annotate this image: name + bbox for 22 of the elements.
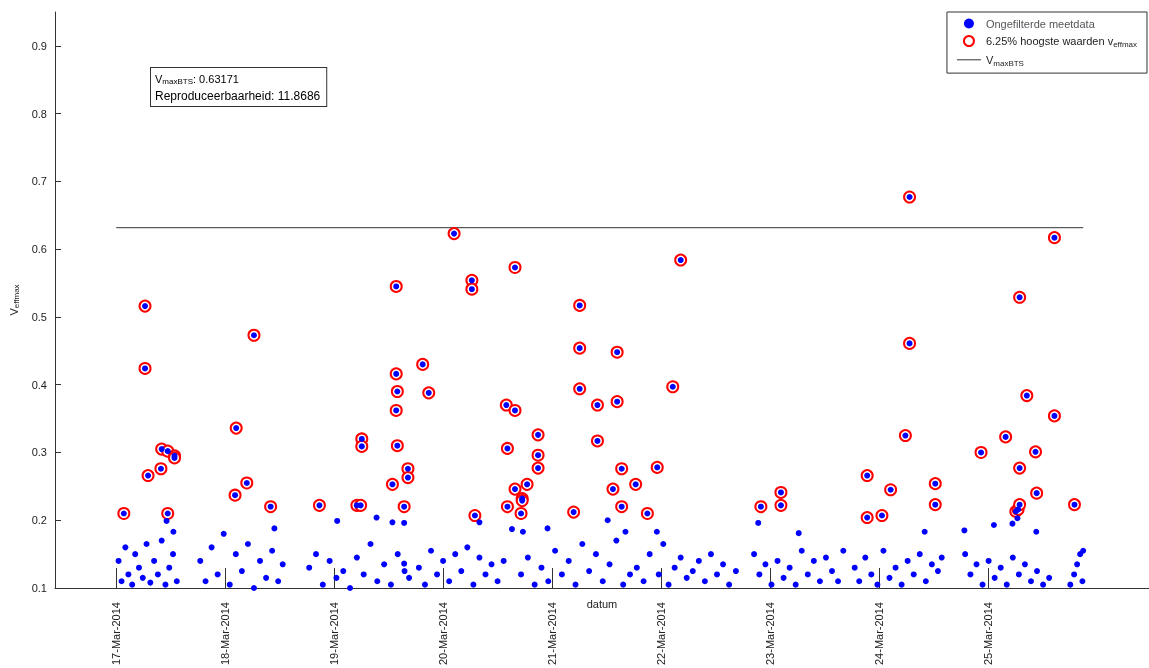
x-tick-label: 21-Mar-2014: [546, 602, 559, 666]
y-tick-label: 0.1: [31, 582, 47, 595]
y-tick-label: 0.5: [31, 310, 47, 323]
legend-label: Ongefilterde meetdata: [985, 17, 1096, 30]
y-tick-label: 0.6: [31, 243, 47, 256]
y-tick-label: 0.9: [31, 39, 47, 52]
y-tick-label: 0.4: [31, 378, 47, 391]
x-tick-label: 25-Mar-2014: [981, 602, 994, 666]
x-tick-label: 24-Mar-2014: [872, 602, 885, 666]
x-tick-label: 22-Mar-2014: [655, 602, 668, 666]
y-tick-label: 0.2: [31, 514, 47, 527]
annotation: Reproduceerbaarheid: 11.8686: [155, 88, 321, 103]
y-tick-label: 0.3: [31, 446, 47, 459]
x-axis-title: datum: [586, 597, 618, 610]
x-tick-label: 20-Mar-2014: [437, 602, 450, 666]
y-axis-title: Veffmax: [7, 284, 22, 316]
x-tick-label: 17-Mar-2014: [110, 602, 123, 666]
y-tick-label: 0.7: [31, 175, 47, 188]
x-tick-label: 18-Mar-2014: [219, 602, 232, 666]
x-tick-label: 19-Mar-2014: [328, 602, 341, 666]
y-tick-label: 0.8: [31, 107, 47, 120]
x-tick-label: 23-Mar-2014: [763, 602, 776, 666]
